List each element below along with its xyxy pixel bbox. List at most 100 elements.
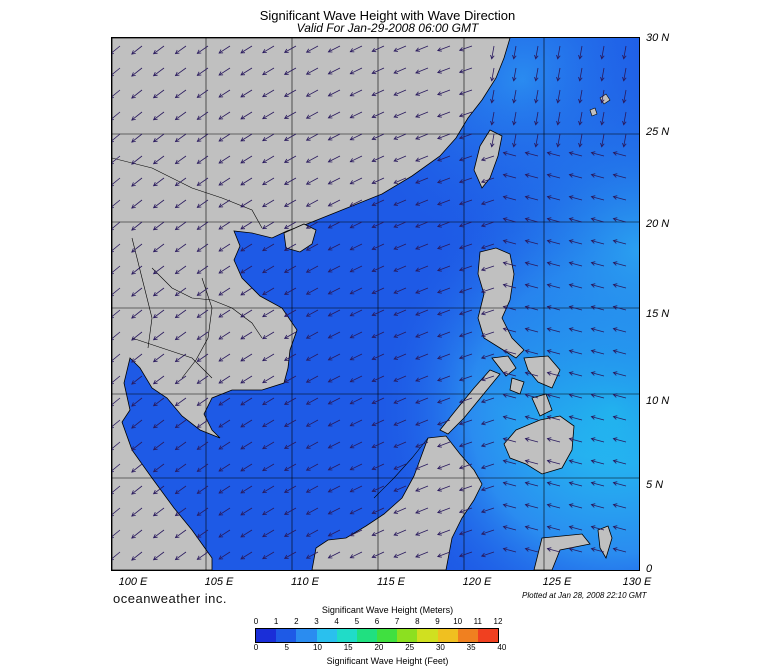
wave-arrow bbox=[547, 460, 561, 465]
wave-arrow-head bbox=[283, 510, 289, 515]
wave-arrow bbox=[328, 375, 341, 383]
wave-arrow bbox=[131, 419, 143, 429]
wave-arrow-head bbox=[327, 356, 333, 361]
wave-arrow bbox=[112, 353, 121, 362]
wave-arrow bbox=[240, 221, 253, 230]
wave-arrow-head bbox=[393, 399, 399, 404]
wave-arrow bbox=[415, 111, 429, 118]
wave-arrow bbox=[437, 331, 451, 337]
wave-arrow bbox=[197, 221, 209, 230]
wave-arrow-head bbox=[305, 554, 311, 559]
wave-arrow-head bbox=[240, 379, 246, 384]
wave-arrow-head bbox=[131, 204, 136, 209]
wave-arrow-head bbox=[283, 180, 289, 185]
wave-arrow bbox=[153, 221, 165, 231]
wave-arrow-head bbox=[480, 398, 486, 404]
wave-arrow-head bbox=[349, 488, 355, 493]
wave-arrow bbox=[240, 45, 253, 54]
wave-arrow-head bbox=[546, 327, 552, 332]
wave-arrow bbox=[328, 397, 341, 405]
wave-arrow-head bbox=[612, 349, 618, 354]
wave-arrow bbox=[591, 152, 605, 157]
wave-arrow bbox=[372, 111, 385, 118]
wave-arrow-head bbox=[502, 173, 508, 178]
wave-arrow-head bbox=[327, 114, 333, 119]
wave-arrow-head bbox=[349, 268, 355, 273]
wave-arrow-head bbox=[437, 553, 442, 558]
wave-arrow-head bbox=[546, 525, 552, 530]
wave-arrow-head bbox=[305, 180, 311, 185]
wave-arrow-head bbox=[131, 556, 136, 561]
wave-arrow-head bbox=[218, 181, 224, 186]
wave-arrow-head bbox=[371, 355, 377, 361]
wave-map-svg bbox=[112, 38, 639, 570]
wave-arrow-head bbox=[262, 422, 267, 428]
wave-arrow-head bbox=[174, 379, 180, 385]
wave-arrow bbox=[112, 155, 121, 164]
wave-arrow bbox=[284, 397, 297, 405]
wave-arrow-head bbox=[112, 383, 114, 385]
wave-arrow bbox=[591, 504, 605, 509]
wave-arrow bbox=[613, 372, 627, 377]
wave-arrow bbox=[591, 548, 605, 553]
wave-arrow bbox=[131, 309, 143, 319]
wave-arrow-head bbox=[458, 223, 464, 228]
wave-arrow-head bbox=[349, 180, 355, 185]
wave-arrow-head bbox=[502, 459, 508, 464]
wave-arrow bbox=[262, 243, 275, 252]
wave-arrow bbox=[525, 548, 539, 553]
wave-arrow-head bbox=[131, 490, 136, 495]
wave-arrow-head bbox=[305, 290, 311, 295]
wave-arrow-head bbox=[568, 173, 574, 178]
wave-arrow-head bbox=[112, 361, 114, 363]
wave-arrow bbox=[262, 221, 275, 230]
wave-arrow-head bbox=[131, 314, 136, 319]
wave-arrow-head bbox=[305, 378, 311, 383]
wave-arrow bbox=[613, 306, 627, 311]
wave-arrow-head bbox=[196, 225, 202, 230]
wave-arrow-head bbox=[490, 76, 495, 82]
wave-arrow-head bbox=[415, 179, 420, 184]
wave-arrow-head bbox=[415, 487, 420, 492]
wave-arrow-head bbox=[371, 443, 377, 449]
wave-arrow bbox=[112, 287, 121, 296]
wave-arrow-head bbox=[196, 379, 202, 384]
wave-arrow-head bbox=[262, 466, 267, 472]
wave-arrow-head bbox=[218, 401, 224, 406]
wave-arrow bbox=[175, 309, 187, 318]
wave-arrow bbox=[218, 221, 231, 230]
wave-arrow-head bbox=[546, 437, 552, 442]
wave-arrow-head bbox=[131, 292, 136, 297]
wave-arrow bbox=[613, 526, 627, 531]
wave-arrow bbox=[591, 460, 605, 465]
wave-arrow bbox=[175, 243, 187, 252]
legend-feet-title: Significant Wave Height (Feet) bbox=[326, 656, 449, 666]
wave-arrow-head bbox=[393, 333, 399, 338]
wave-arrow-head bbox=[568, 239, 574, 244]
wave-arrow bbox=[372, 265, 385, 272]
wave-arrow bbox=[547, 262, 561, 267]
wave-arrow bbox=[437, 485, 451, 491]
wave-arrow bbox=[415, 89, 429, 96]
wave-arrow bbox=[437, 419, 451, 425]
wave-arrow bbox=[569, 504, 583, 509]
wave-arrow-head bbox=[131, 424, 136, 429]
wave-arrow bbox=[557, 45, 561, 59]
wave-arrow-head bbox=[458, 113, 464, 118]
wave-arrow bbox=[218, 397, 231, 406]
wave-arrow bbox=[350, 551, 363, 559]
wave-arrow bbox=[306, 221, 319, 229]
wave-arrow-head bbox=[590, 437, 596, 442]
wave-arrow bbox=[197, 353, 209, 362]
wave-arrow-head bbox=[458, 443, 464, 448]
wave-arrow-head bbox=[262, 378, 267, 384]
wave-arrow-head bbox=[240, 511, 246, 516]
wave-arrow-head bbox=[415, 377, 420, 382]
wave-arrow-head bbox=[502, 437, 508, 442]
wave-arrow bbox=[459, 485, 473, 491]
lat-label: 10 N bbox=[646, 395, 670, 407]
wave-arrow bbox=[306, 331, 319, 339]
wave-arrow bbox=[153, 177, 165, 187]
wave-arrow-head bbox=[283, 202, 289, 207]
wave-arrow bbox=[175, 45, 187, 54]
